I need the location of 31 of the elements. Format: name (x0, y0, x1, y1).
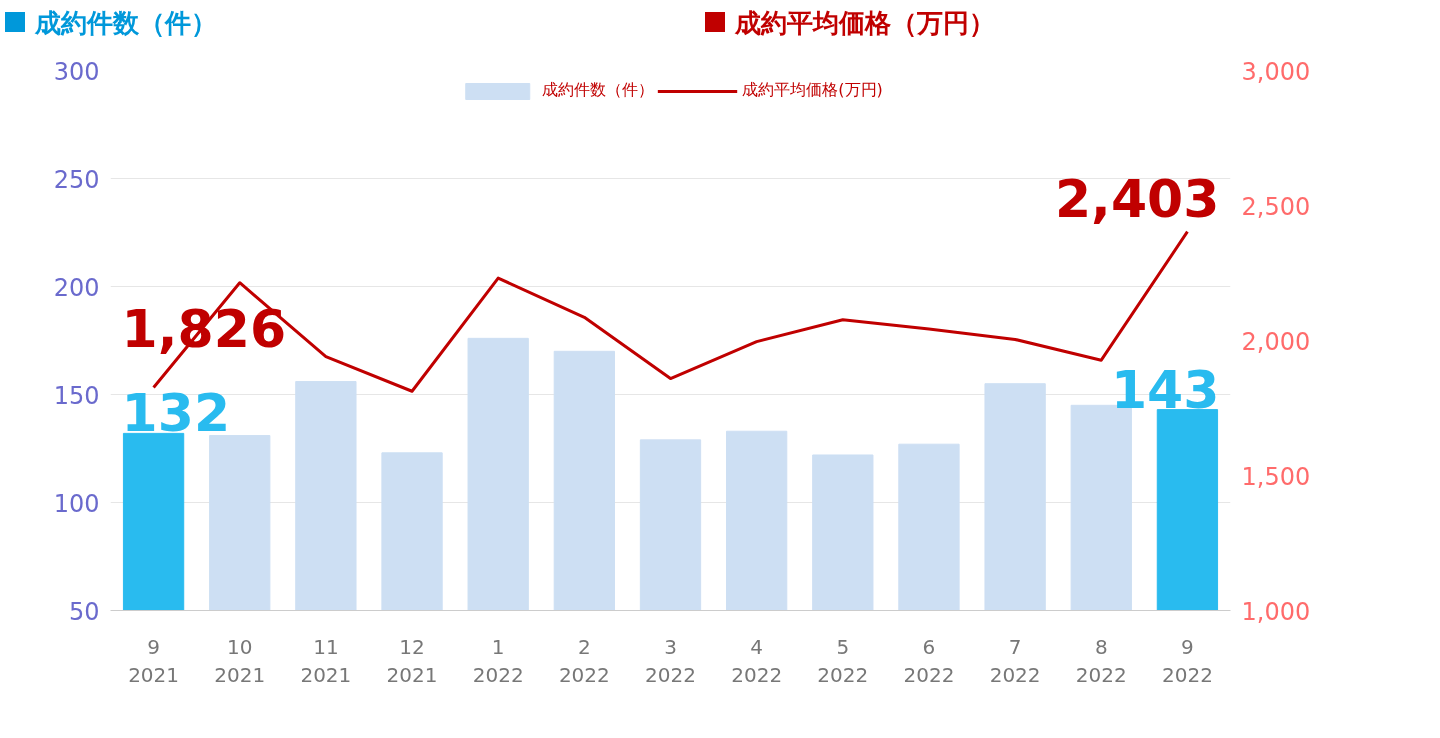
x-tick-label: 3 2022 (645, 634, 696, 688)
x-tick-label: 10 2021 (214, 634, 266, 688)
y2-tick-label: 2,000 (1241, 327, 1311, 356)
heading: 成約件数（件） (5, 5, 217, 43)
y2-tick-label: 2,500 (1241, 192, 1311, 221)
x-tick-label: 4 2022 (731, 634, 783, 688)
legend-label: 成約件数（件） (542, 80, 655, 101)
x-tick-label: 9 2021 (128, 634, 180, 688)
legend-label: 成約平均価格(万円) (742, 80, 883, 101)
y2-tick-label: 3,000 (1241, 57, 1311, 86)
data-label: 132 (121, 383, 231, 444)
y-tick-label: 50 (68, 597, 100, 626)
x-tick-label: 12 2021 (386, 634, 438, 688)
y-tick-label: 150 (53, 381, 100, 410)
y-tick-label: 250 (53, 165, 100, 194)
x-tick-label: 5 2022 (817, 634, 869, 688)
data-label: 2,403 (1054, 168, 1220, 229)
y-tick-label: 300 (53, 57, 100, 86)
x-tick-label: 11 2021 (300, 634, 352, 688)
x-tick-label: 1 2022 (472, 634, 524, 688)
y2-tick-label: 1,500 (1241, 462, 1311, 491)
y-tick-label: 100 (53, 489, 100, 518)
x-tick-label: 8 2022 (1075, 634, 1127, 688)
x-tick-label: 2 2022 (558, 634, 610, 688)
x-tick-label: 6 2022 (903, 634, 955, 688)
y-tick-label: 200 (53, 273, 100, 302)
y2-tick-label: 1,000 (1241, 597, 1311, 626)
heading: 成約平均価格（万円） (705, 5, 995, 43)
x-tick-label: 9 2022 (1161, 634, 1213, 688)
x-tick-label: 7 2022 (989, 634, 1041, 688)
data-label: 143 (1110, 359, 1220, 420)
